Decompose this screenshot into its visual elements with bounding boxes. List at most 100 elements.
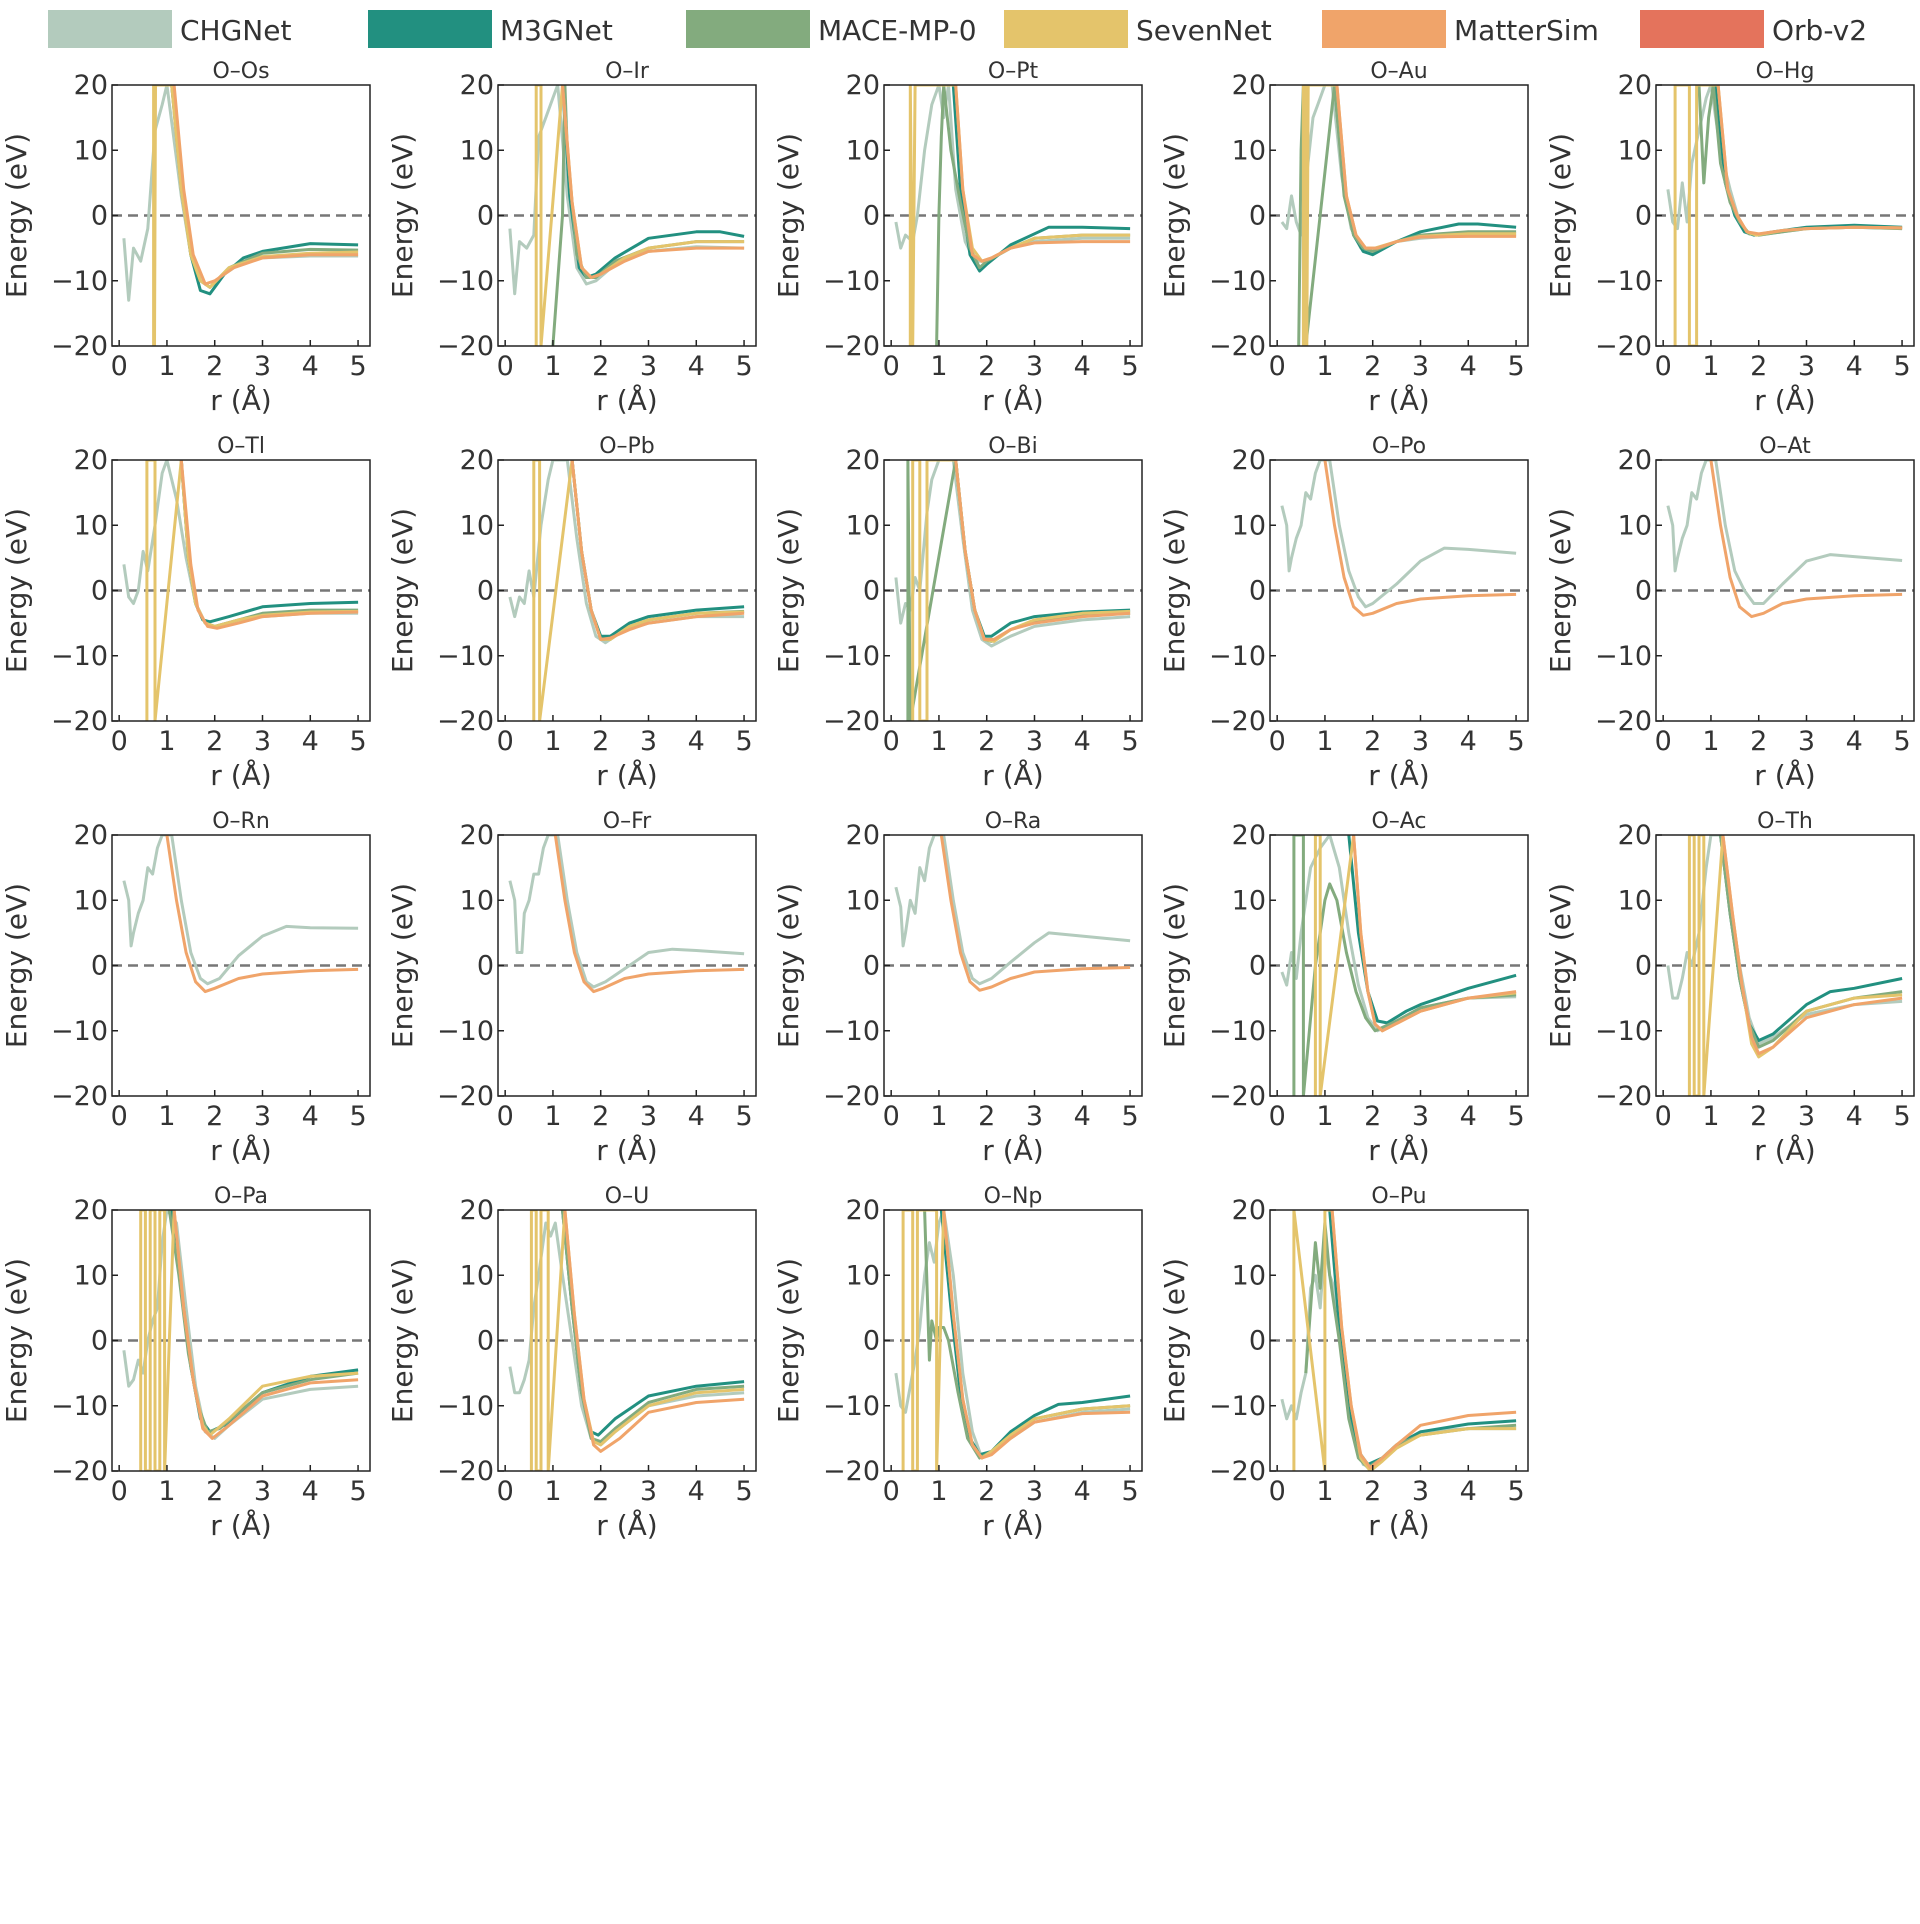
y-tick-label: 20 (1618, 70, 1652, 101)
x-tick-label: 0 (111, 351, 128, 382)
y-tick-label: 0 (91, 576, 108, 607)
x-tick-label: 5 (1893, 351, 1910, 382)
x-tick-label: 1 (544, 1476, 561, 1507)
series-line-sevennet (529, 1210, 745, 1471)
legend-swatch (686, 10, 810, 48)
legend-label: CHGNet (180, 14, 292, 47)
y-tick-label: 10 (1232, 1260, 1266, 1291)
x-tick-label: 5 (735, 726, 752, 757)
x-tick-label: 3 (254, 726, 271, 757)
y-tick-label: 20 (846, 820, 880, 851)
x-tick-label: 1 (1316, 351, 1333, 382)
y-tick-label: 10 (74, 510, 108, 541)
x-tick-label: 2 (592, 1101, 609, 1132)
y-tick-label: −10 (823, 1016, 880, 1047)
x-tick-label: 2 (1750, 351, 1767, 382)
series-line-chgnet (894, 835, 1131, 986)
x-tick-label: 5 (1507, 1476, 1524, 1507)
x-tick-label: 2 (978, 726, 995, 757)
y-tick-label: 0 (1249, 1326, 1266, 1357)
x-tick-label: 4 (1460, 1101, 1477, 1132)
y-tick-label: −10 (51, 1016, 108, 1047)
y-tick-label: −20 (823, 706, 880, 737)
subplot-title: O–Hg (1756, 60, 1815, 84)
legend-label: Orb-v2 (1772, 14, 1868, 47)
y-tick-label: 0 (91, 951, 108, 982)
x-axis-label: r (Å) (1754, 1133, 1815, 1167)
subplot-title: O–Pb (599, 434, 655, 459)
y-tick-label: −10 (1209, 641, 1266, 672)
x-tick-label: 2 (206, 351, 223, 382)
y-tick-label: 20 (846, 70, 880, 101)
y-tick-label: −20 (437, 706, 494, 737)
x-tick-label: 0 (497, 726, 514, 757)
x-tick-label: 3 (640, 351, 657, 382)
y-axis-label: Energy (eV) (386, 1258, 419, 1423)
series-line-chgnet (508, 835, 745, 989)
series-line-mattersim (165, 835, 359, 994)
y-tick-label: −10 (51, 1391, 108, 1422)
y-axis-label: Energy (eV) (1544, 883, 1577, 1048)
series-line-mattersim (563, 1210, 745, 1453)
y-tick-label: −20 (51, 1456, 108, 1487)
x-axis-label: r (Å) (982, 1133, 1043, 1167)
x-tick-label: 5 (349, 726, 366, 757)
legend-swatch (1322, 10, 1446, 48)
y-tick-label: 20 (1232, 820, 1266, 851)
x-tick-label: 5 (735, 351, 752, 382)
x-tick-label: 0 (1655, 351, 1672, 382)
y-tick-label: 0 (1249, 576, 1266, 607)
y-tick-label: −20 (823, 1081, 880, 1112)
legend-label: MatterSim (1454, 14, 1599, 47)
x-tick-label: 5 (349, 351, 366, 382)
x-tick-label: 0 (1269, 1476, 1286, 1507)
series-line-mattersim (553, 835, 745, 994)
x-tick-label: 2 (206, 1101, 223, 1132)
y-tick-label: 10 (74, 1260, 108, 1291)
y-tick-label: 20 (74, 1195, 108, 1226)
y-axis-label: Energy (eV) (772, 133, 805, 298)
x-axis-label: r (Å) (596, 1508, 657, 1542)
y-tick-label: −20 (1209, 1456, 1266, 1487)
y-tick-label: 20 (74, 820, 108, 851)
y-axis-label: Energy (eV) (386, 883, 419, 1048)
x-axis-label: r (Å) (210, 1508, 271, 1542)
legend-label: M3GNet (500, 14, 613, 47)
y-axis-label: Energy (eV) (1544, 508, 1577, 673)
x-tick-label: 2 (592, 1476, 609, 1507)
series-line-m3gnet (1333, 85, 1517, 257)
x-axis-label: r (Å) (210, 758, 271, 792)
x-tick-label: 4 (1074, 1101, 1091, 1132)
y-tick-label: 20 (846, 445, 880, 476)
subplot-title: O–Th (1757, 809, 1813, 834)
x-tick-label: 0 (883, 351, 900, 382)
y-tick-label: 10 (1232, 135, 1266, 166)
x-tick-label: 0 (883, 726, 900, 757)
x-tick-label: 1 (158, 351, 175, 382)
x-axis-label: r (Å) (1368, 383, 1429, 417)
x-tick-label: 4 (1460, 1476, 1477, 1507)
series-line-chgnet (1666, 460, 1903, 605)
x-tick-label: 4 (1074, 726, 1091, 757)
x-tick-label: 4 (302, 351, 319, 382)
x-tick-label: 5 (1507, 726, 1524, 757)
subplot-title: O–U (605, 1184, 649, 1209)
x-tick-label: 4 (688, 1101, 705, 1132)
x-tick-label: 1 (158, 726, 175, 757)
y-tick-label: −10 (1595, 1016, 1652, 1047)
y-tick-label: 0 (91, 201, 108, 232)
y-tick-label: −20 (1209, 706, 1266, 737)
legend-swatch (1004, 10, 1128, 48)
series-line-m3gnet (179, 460, 359, 624)
x-tick-label: 4 (1074, 1476, 1091, 1507)
x-tick-label: 1 (1702, 726, 1719, 757)
x-axis-label: r (Å) (982, 1508, 1043, 1542)
x-tick-label: 0 (1655, 726, 1672, 757)
